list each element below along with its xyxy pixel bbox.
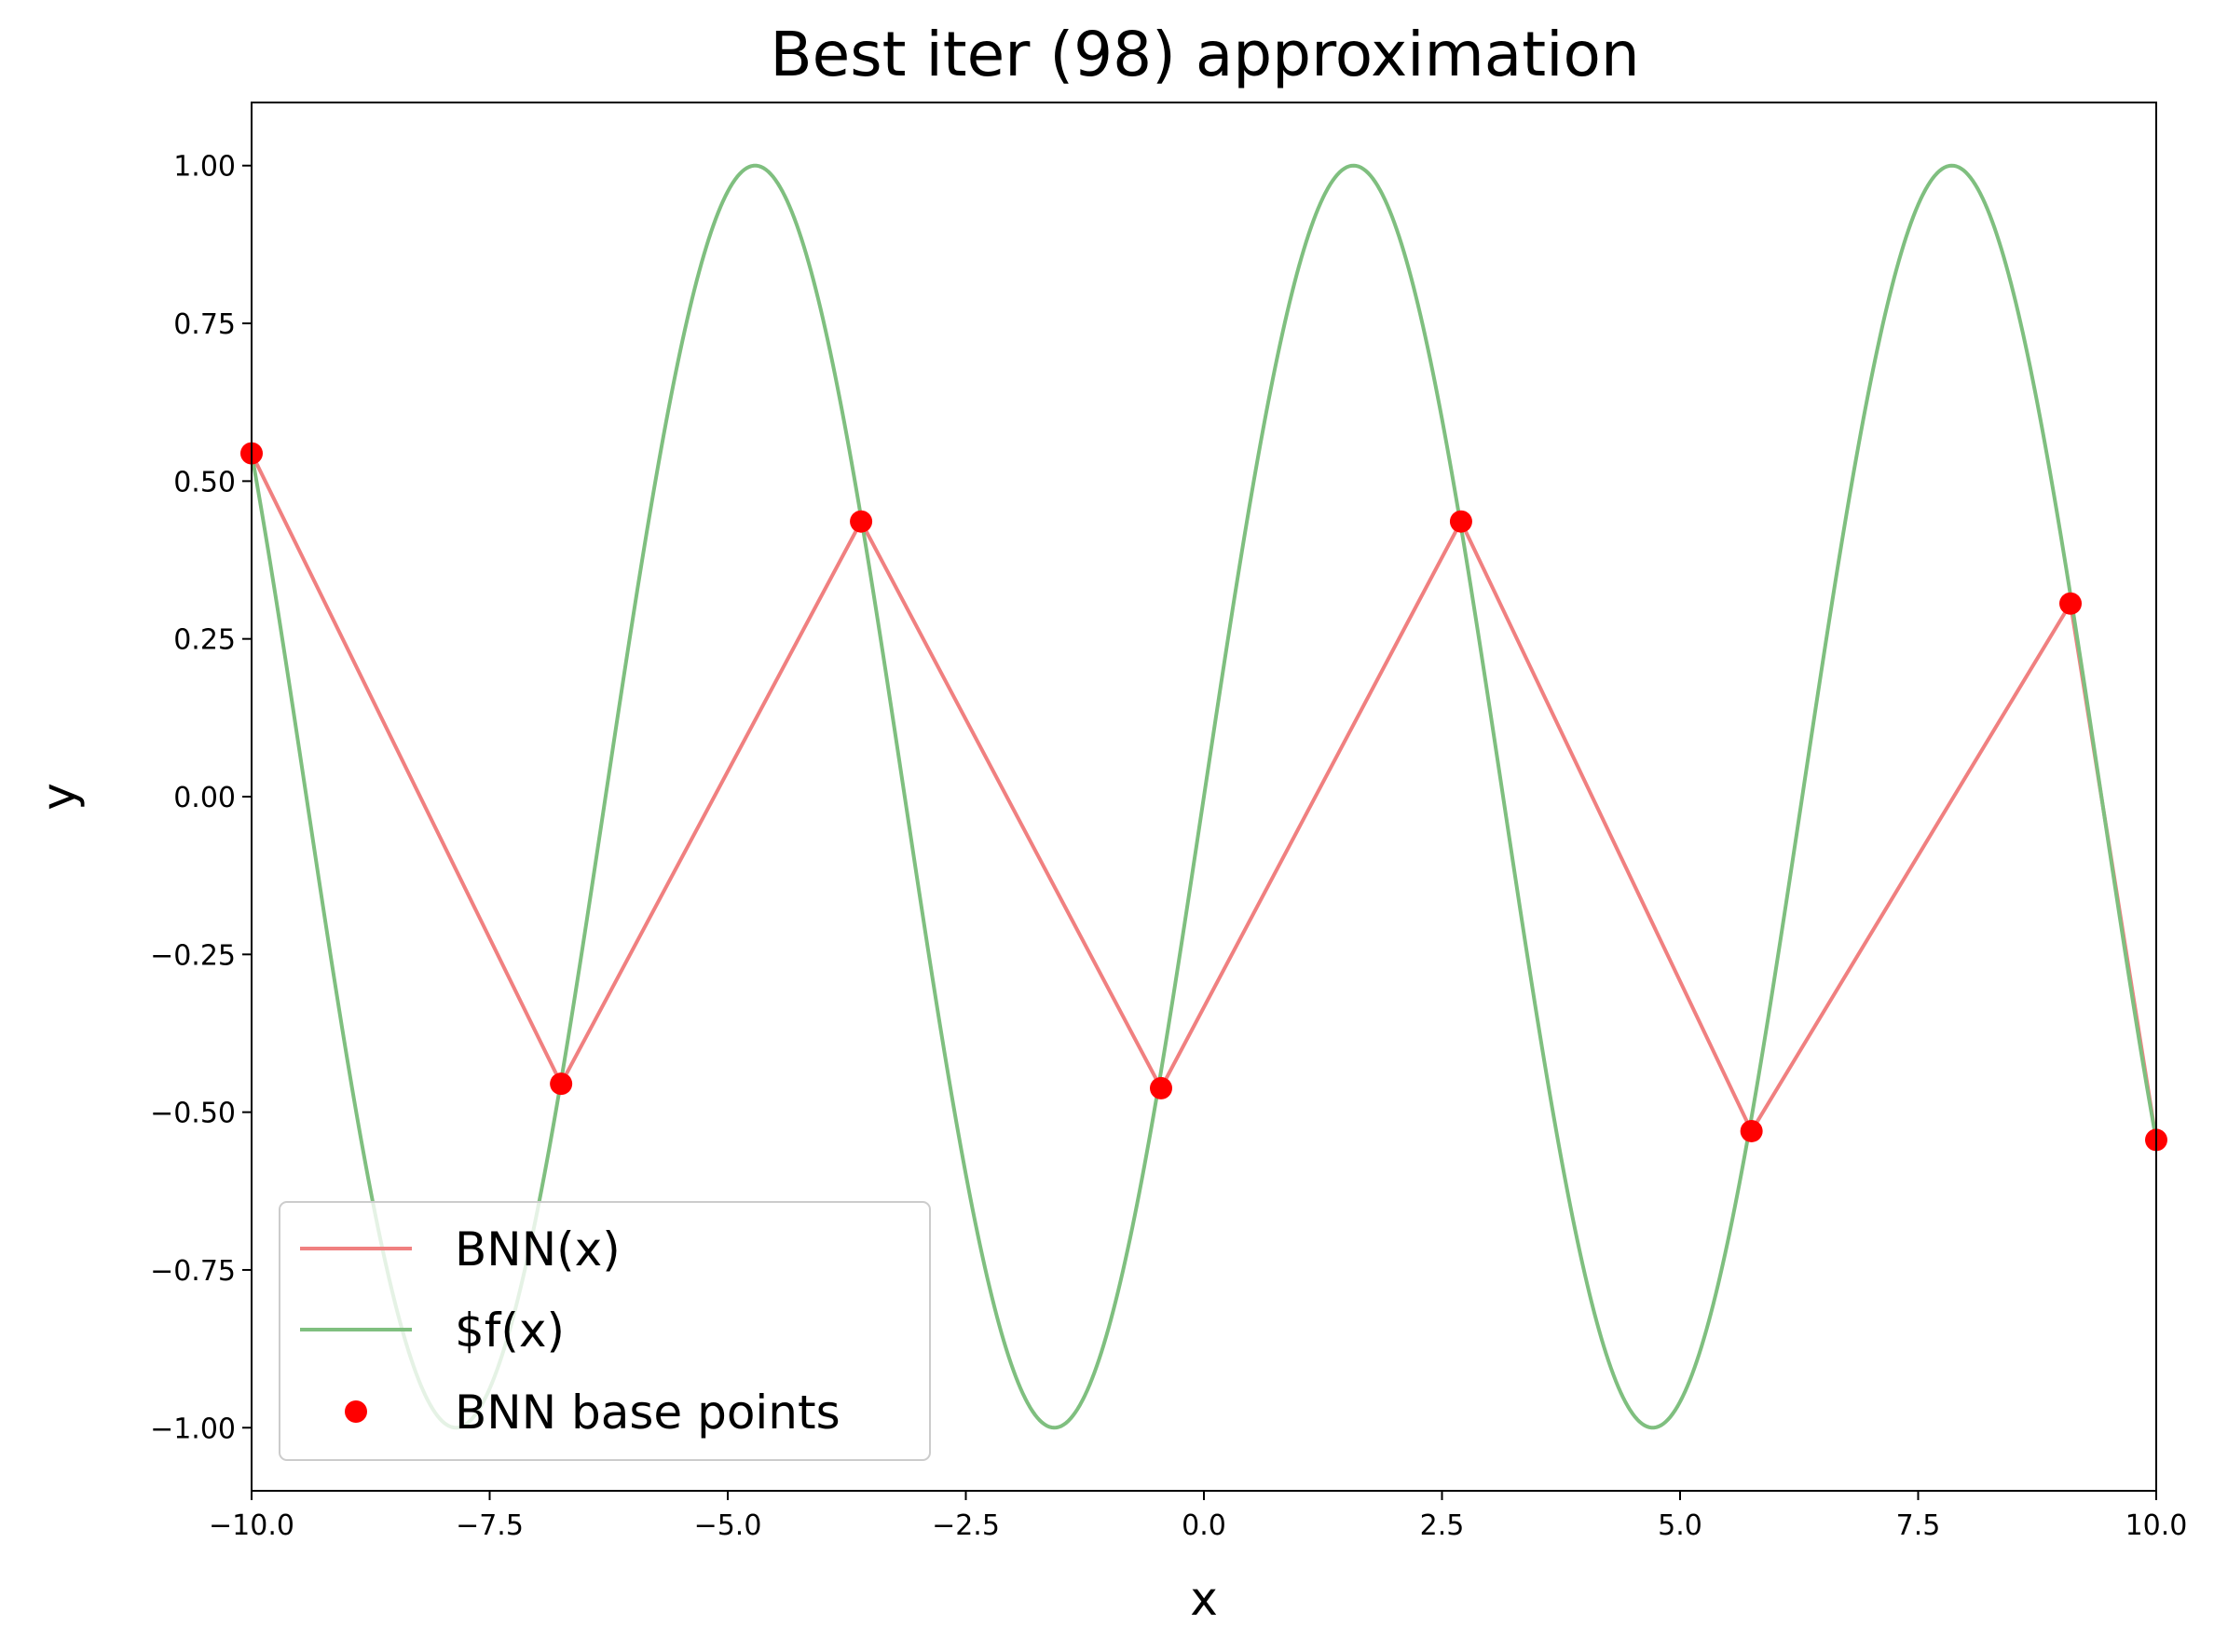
chart-title: Best iter (98) approximation	[770, 19, 1639, 90]
legend-label-points: BNN base points	[455, 1386, 840, 1440]
y-tick-label: −0.25	[150, 939, 236, 972]
y-tick-label: 0.75	[173, 308, 236, 341]
x-tick-label: 10.0	[2125, 1509, 2188, 1542]
bnn-base-point	[850, 510, 873, 533]
x-axis: −10.0 −7.5 −5.0 −2.5 0.0 2.5 5.0 7.5 10.0	[209, 1491, 2187, 1542]
y-tick-label: 1.00	[173, 151, 236, 184]
y-tick-label: 0.50	[173, 466, 236, 498]
bnn-base-point	[1740, 1119, 1763, 1142]
legend-marker-points	[345, 1400, 367, 1423]
x-tick-label: 5.0	[1658, 1509, 1702, 1542]
y-tick-label: −0.50	[150, 1098, 236, 1130]
x-tick-label: 0.0	[1182, 1509, 1226, 1542]
series-layer	[252, 163, 2156, 1430]
bnn-base-point	[1150, 1076, 1173, 1099]
x-tick-label: −10.0	[209, 1509, 294, 1542]
y-axis-label: y	[32, 783, 86, 811]
x-tick-label: 2.5	[1420, 1509, 1465, 1542]
x-tick-label: −2.5	[932, 1509, 1000, 1542]
legend-box	[279, 1201, 931, 1461]
bnn-line	[252, 452, 2156, 1140]
y-tick-label: −0.75	[150, 1255, 236, 1288]
bnn-base-point	[1449, 510, 1472, 533]
bnn-base-point	[550, 1072, 573, 1096]
x-tick-label: −5.0	[694, 1509, 762, 1542]
y-tick-label: −1.00	[150, 1413, 236, 1445]
y-axis: 1.00 0.75 0.50 0.25 0.00 −0.25 −0.50 −0.75 −1.00	[150, 151, 252, 1445]
x-tick-label: −7.5	[456, 1509, 524, 1542]
legend-label-f: $f(x)	[455, 1304, 565, 1358]
y-tick-label: 0.25	[173, 624, 236, 657]
f-line	[252, 163, 2156, 1430]
x-axis-label: x	[1190, 1572, 1218, 1626]
legend-label-bnn: BNN(x)	[455, 1222, 621, 1277]
y-tick-label: 0.00	[173, 782, 236, 814]
plot-area	[240, 102, 2167, 1492]
legend: BNN(x) $f(x) BNN base points	[279, 1201, 931, 1461]
x-tick-label: 7.5	[1896, 1509, 1941, 1542]
bnn-base-point	[2059, 592, 2083, 615]
